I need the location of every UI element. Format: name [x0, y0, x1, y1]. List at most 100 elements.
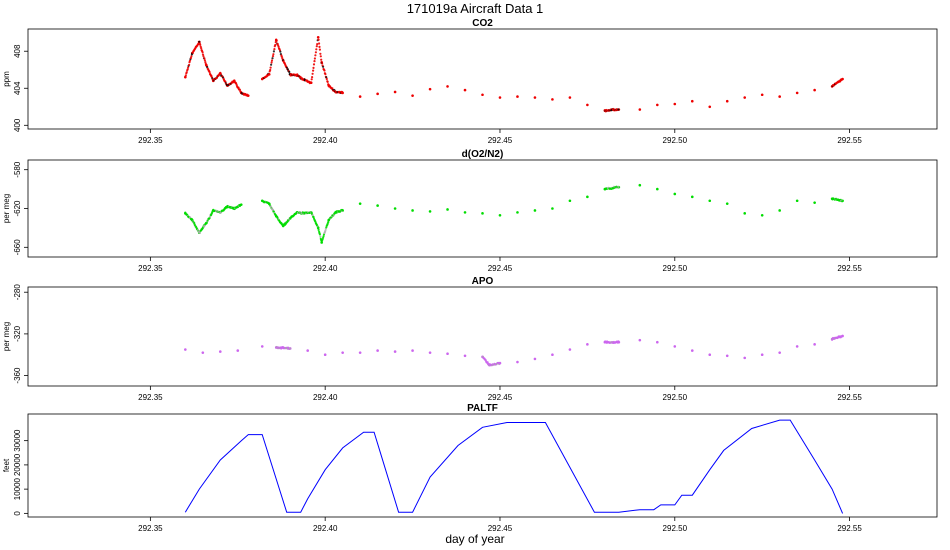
data-point-co2: [321, 62, 324, 65]
data-point-apo: [411, 349, 414, 352]
data-point-apo: [498, 362, 501, 365]
y-tick-label: 30000: [13, 429, 22, 452]
data-point-co2: [841, 78, 844, 81]
data-point-d-o2-n2: [725, 202, 729, 205]
data-point-apo: [638, 338, 642, 342]
data-point-apo: [551, 353, 554, 357]
data-point-co2: [203, 59, 206, 62]
data-point-co2: [201, 53, 205, 56]
data-point-co2: [200, 47, 203, 50]
data-point-apo: [201, 351, 205, 354]
x-tick-label: 292.35: [138, 524, 163, 533]
data-point-apo: [841, 335, 844, 338]
data-point-co2: [271, 55, 275, 58]
data-point-co2: [310, 78, 313, 81]
data-point-apo: [184, 348, 187, 351]
data-point-d-o2-n2: [708, 199, 712, 203]
data-point-d-o2-n2: [341, 208, 344, 212]
data-point-co2: [272, 53, 275, 56]
data-point-co2: [272, 50, 275, 53]
x-tick-label: 292.55: [837, 136, 862, 145]
data-point-co2: [201, 51, 204, 54]
panel-apo: APO per meg 292.35 292.40 292.45 292.50 292.55…: [2, 276, 938, 402]
data-point-apo: [673, 345, 677, 348]
data-point-co2: [273, 48, 276, 51]
figure-title: 171019a Aircraft Data 1: [407, 1, 544, 16]
data-point-co2: [795, 91, 799, 95]
data-point-co2: [376, 92, 379, 96]
x-tick-label: 292.50: [663, 264, 688, 273]
data-point-apo: [568, 348, 572, 351]
data-point-co2: [314, 51, 317, 54]
y-tick-label: 408: [13, 44, 22, 58]
panel-paltf: PALTF feet 292.35 292.40 292.45 292.50 292.55 0…: [2, 403, 938, 533]
data-point-d-o2-n2: [841, 200, 844, 203]
x-tick-label: 292.40: [313, 264, 338, 273]
data-point-co2: [393, 90, 397, 94]
data-point-co2: [271, 57, 274, 60]
data-point-co2: [318, 42, 321, 45]
data-point-co2: [312, 66, 315, 69]
data-point-d-o2-n2: [239, 203, 242, 206]
data-point-apo: [306, 349, 309, 352]
data-point-apo: [260, 345, 264, 348]
data-point-co2: [270, 61, 273, 64]
data-point-co2: [269, 66, 272, 69]
data-point-apo: [393, 350, 397, 353]
data-point-apo: [690, 349, 694, 352]
data-point-d-o2-n2: [533, 209, 537, 212]
data-point-co2: [185, 71, 188, 74]
y-tick-label: -660: [13, 239, 22, 256]
data-point-apo: [795, 345, 799, 348]
data-point-co2: [673, 102, 677, 106]
y-tick-label: 400: [13, 118, 22, 132]
data-point-d-o2-n2: [516, 211, 519, 214]
data-point-co2: [326, 80, 329, 83]
data-point-co2: [319, 52, 322, 55]
panel-title-d-o2-n2: d(O2/N2): [462, 149, 504, 160]
data-point-co2: [411, 94, 414, 97]
data-point-co2: [312, 63, 316, 66]
data-point-d-o2-n2: [327, 221, 330, 224]
panel-title-apo: APO: [472, 276, 494, 287]
data-point-co2: [316, 43, 319, 46]
data-point-co2: [516, 95, 519, 98]
data-line-paltf: [184, 419, 844, 514]
y-tick-label: 0: [13, 511, 22, 516]
data-point-apo: [341, 351, 344, 354]
data-point-d-o2-n2: [322, 235, 325, 238]
data-point-d-o2-n2: [446, 208, 449, 211]
data-point-co2: [314, 54, 317, 57]
data-point-co2: [586, 103, 589, 107]
data-point-apo: [586, 343, 589, 346]
data-point-co2: [551, 98, 554, 101]
data-point-apo: [486, 361, 489, 364]
data-point-apo: [323, 353, 327, 357]
data-point-d-o2-n2: [795, 199, 799, 203]
data-point-co2: [275, 39, 278, 42]
data-point-apo: [725, 354, 729, 358]
data-point-d-o2-n2: [743, 212, 747, 215]
data-point-co2: [288, 70, 291, 74]
data-point-co2: [325, 77, 328, 81]
data-point-co2: [315, 45, 318, 48]
data-point-co2: [323, 69, 326, 72]
data-point-apo: [533, 357, 537, 361]
data-point-co2: [279, 50, 282, 53]
data-point-apo: [760, 353, 764, 357]
x-axis-label: day of year: [445, 532, 504, 546]
data-point-d-o2-n2: [411, 209, 414, 212]
y-axis-label-paltf: feet: [2, 458, 11, 472]
data-point-co2: [568, 96, 572, 99]
data-point-co2: [813, 88, 816, 92]
data-point-co2: [312, 69, 315, 72]
x-tick-label: 292.45: [488, 524, 513, 533]
panel-co2: CO2 ppm 292.35 292.40 292.45 292.50 292.55 400 4…: [2, 18, 938, 145]
data-point-co2: [199, 43, 202, 46]
data-point-d-o2-n2: [324, 229, 327, 232]
data-point-co2: [186, 68, 189, 71]
data-point-co2: [656, 103, 659, 107]
data-point-d-o2-n2: [656, 187, 659, 191]
data-point-co2: [202, 55, 205, 58]
